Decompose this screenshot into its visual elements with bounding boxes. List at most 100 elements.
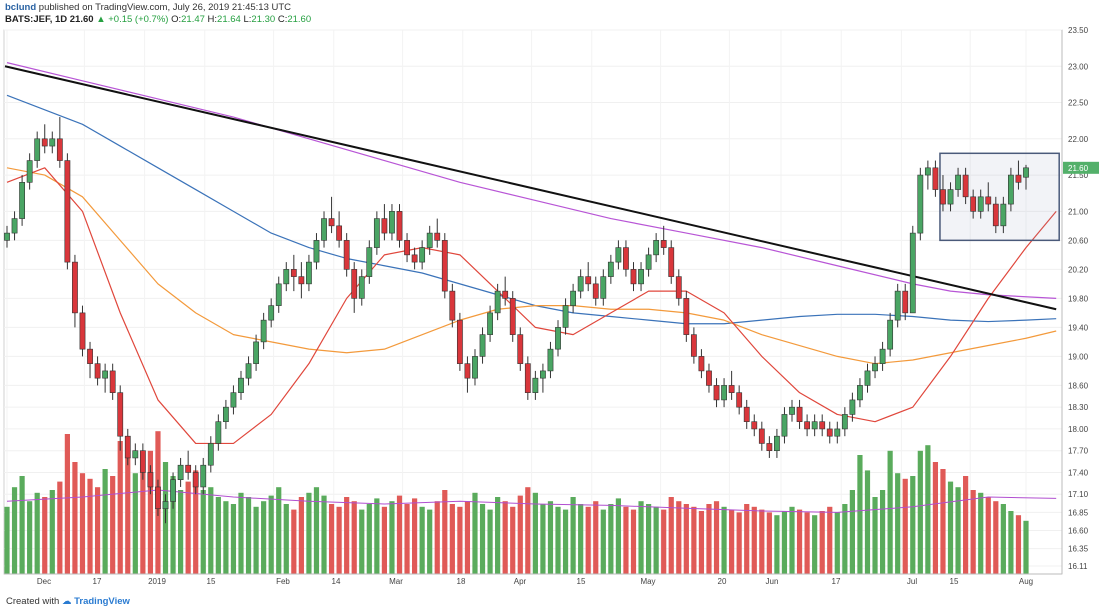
volume-bar	[532, 492, 538, 574]
price-axis[interactable]: 23.50 23.00 22.50 22.00 21.50 21.00 20.60 20.20…	[1061, 26, 1099, 574]
candle-body	[117, 392, 124, 437]
candle-body	[26, 160, 33, 183]
volume-bar	[245, 497, 252, 574]
volume-bar	[661, 509, 667, 574]
volume-bar	[185, 481, 191, 574]
candle-body	[441, 240, 448, 292]
time-tick-label: 17	[93, 577, 102, 586]
candle-body	[706, 370, 712, 386]
candle-body	[313, 240, 320, 263]
candle-body	[260, 319, 267, 343]
volume-bar	[344, 497, 350, 574]
time-tick-label: May	[640, 577, 655, 586]
volume-bar	[1008, 511, 1014, 574]
publish-line: bclund published on TradingView.com, Jul…	[5, 2, 311, 14]
candle-body	[343, 240, 350, 270]
last-price-tag-label: 21.60	[1068, 164, 1089, 173]
volume-bar	[895, 473, 901, 574]
candle-body	[690, 334, 697, 357]
candle-body	[932, 167, 939, 190]
sma-mid-line	[6, 167, 1057, 365]
candle-body	[811, 421, 818, 430]
price-tick-label: 19.80	[1068, 294, 1089, 303]
volume-bar	[238, 492, 244, 574]
candle-body	[456, 319, 463, 364]
low-value: 21.30	[251, 14, 276, 25]
candle-body	[200, 464, 207, 488]
candle-body	[728, 385, 735, 393]
volume-bar	[630, 509, 637, 574]
candle-body	[1015, 174, 1022, 183]
sma-long-line	[6, 62, 1057, 299]
volume-bar	[110, 476, 116, 574]
volume-bar	[215, 497, 221, 574]
candle-body	[653, 240, 660, 256]
volume-bar	[653, 506, 659, 574]
candle-body	[977, 196, 984, 212]
time-axis[interactable]: Dec 17 2019 15 Feb 14 Mar 18 Apr 15 May 20 Jun 17 Jul 1…	[4, 573, 1062, 586]
volume-bar	[208, 487, 214, 574]
candle-body	[766, 443, 773, 451]
candle-body	[577, 276, 584, 292]
candle-body	[94, 363, 101, 379]
candle-body	[19, 182, 25, 219]
time-tick-label: 18	[457, 577, 466, 586]
volume-bar	[125, 455, 131, 574]
volume-bar	[472, 492, 478, 574]
candle-body	[615, 247, 622, 263]
candle-body	[864, 370, 871, 386]
volume-ma-line	[6, 489, 1057, 513]
volume-bar	[645, 504, 652, 574]
symbol-label[interactable]: BATS:JEF, 1D	[5, 14, 68, 25]
author-link[interactable]: bclund	[5, 2, 37, 13]
candle-body	[72, 261, 78, 314]
candle-body	[472, 356, 478, 379]
candle-body	[64, 160, 71, 263]
candle-body	[804, 421, 811, 430]
candle-body	[630, 269, 637, 285]
candle-body	[449, 290, 456, 321]
price-tick-label: 20.20	[1068, 265, 1089, 274]
tradingview-brand[interactable]: TradingView	[74, 596, 130, 607]
volume-bar	[457, 506, 463, 574]
volume-bar	[306, 492, 312, 574]
volume-bar	[132, 473, 138, 574]
candle-body	[321, 218, 327, 241]
candle-body	[170, 479, 176, 502]
created-with-label: Created with	[6, 596, 60, 607]
price-tick-label: 16.11	[1068, 562, 1088, 571]
volume-bar	[615, 498, 621, 574]
trendline[interactable]	[4, 65, 1057, 311]
volume-bar	[887, 450, 893, 574]
volume-bar	[698, 511, 705, 574]
volume-bar	[759, 509, 765, 574]
last-price: 21.60	[69, 14, 94, 25]
candle-body	[502, 290, 509, 299]
volume-bar	[27, 501, 33, 574]
candle-body	[992, 203, 999, 227]
price-tick-label: 19.00	[1068, 352, 1089, 361]
price-tick-label: 21.50	[1068, 171, 1089, 180]
volume-bars	[4, 431, 1057, 574]
volume-bar	[963, 476, 969, 574]
candle-body	[924, 167, 931, 176]
candle-body	[4, 232, 10, 241]
volume-bar	[570, 497, 576, 574]
volume-bar	[683, 504, 689, 574]
volume-bar	[834, 512, 840, 574]
candle-body	[570, 290, 577, 306]
candle-body	[736, 392, 743, 408]
volume-bar	[487, 509, 493, 574]
candle-body	[902, 290, 909, 314]
footer: Created with ☁ TradingView	[6, 596, 130, 607]
time-tick-label: 2019	[148, 577, 166, 586]
candle-body	[283, 269, 290, 285]
volume-bar	[691, 506, 697, 574]
price-tick-label: 20.60	[1068, 236, 1089, 245]
candle-body	[487, 312, 493, 335]
range-box[interactable]	[939, 152, 1060, 242]
volume-bar	[328, 504, 335, 574]
candle-body	[524, 363, 531, 393]
volume-bar	[638, 501, 644, 574]
